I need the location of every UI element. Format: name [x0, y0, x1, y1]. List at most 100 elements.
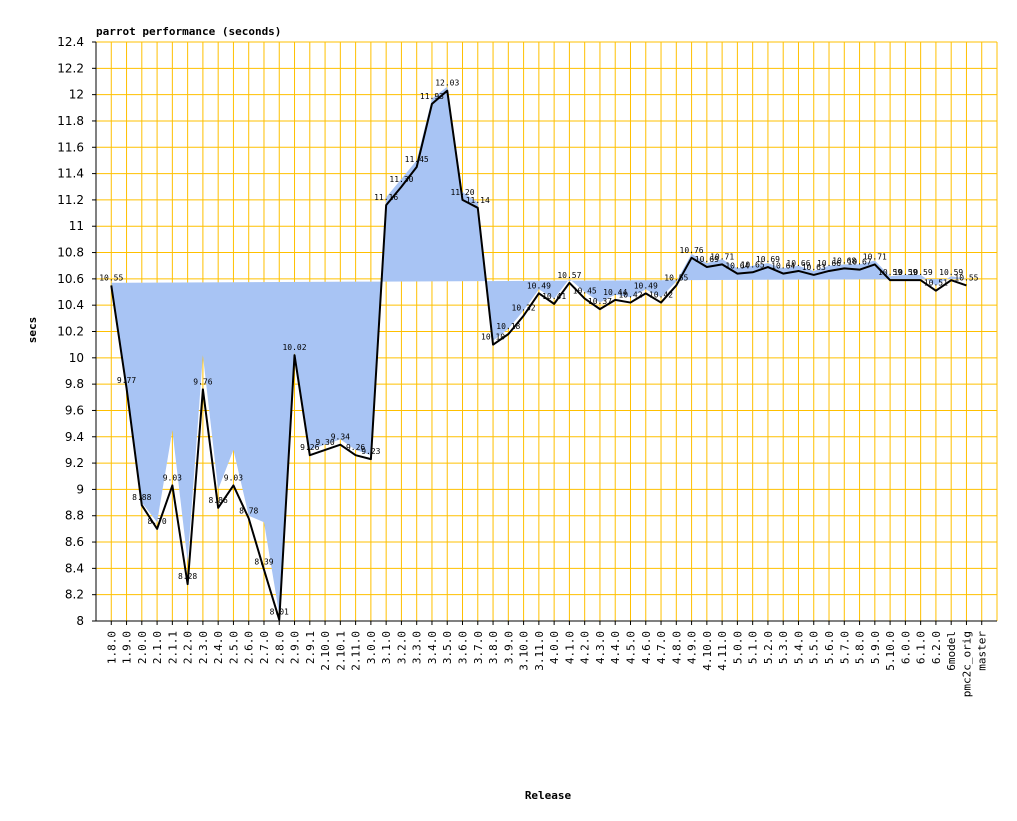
x-tick-label: 6.2.0	[930, 631, 943, 664]
x-tick-label: 3.4.0	[426, 631, 439, 664]
y-tick-label: 12	[69, 88, 84, 102]
data-label: 10.59	[893, 268, 917, 277]
x-tick-label: 2.0.0	[136, 631, 149, 664]
x-tick-label: 2.6.0	[243, 631, 256, 664]
data-label: 10.64	[725, 262, 749, 271]
y-tick-label: 8.4	[65, 561, 84, 575]
y-tick-label: 8.8	[65, 509, 84, 523]
data-label: 8.78	[239, 506, 258, 515]
data-label: 10.37	[588, 297, 612, 306]
x-tick-label: 3.11.0	[533, 631, 546, 671]
x-tick-label: 5.9.0	[869, 631, 882, 664]
x-tick-label: 4.5.0	[624, 631, 637, 664]
y-tick-label: 11.8	[57, 114, 84, 128]
x-tick-label: 2.11.0	[350, 631, 363, 671]
data-label: 10.65	[741, 260, 765, 269]
data-label: 10.18	[496, 322, 520, 331]
data-label: 10.67	[848, 258, 872, 267]
data-labels: 10.55 9.77 8.88 8.70 9.03 8.28 9.76 8.86 9.03 8.7…	[99, 79, 978, 617]
x-tick-label: 5.8.0	[854, 631, 867, 664]
data-label: 10.69	[695, 255, 719, 264]
variance-band	[111, 86, 967, 615]
y-tick-label: 9.6	[65, 403, 84, 417]
x-tick-label: 3.9.0	[502, 631, 515, 664]
data-label: 10.42	[618, 291, 642, 300]
x-tick-label: 5.2.0	[762, 631, 775, 664]
x-tick-label: 5.10.0	[884, 631, 897, 671]
data-label: 10.64	[771, 262, 795, 271]
y-tick-label: 10.8	[57, 246, 84, 260]
x-tick-label: 3.2.0	[395, 631, 408, 664]
data-label: 11.93	[420, 92, 444, 101]
x-tick-label: 4.1.0	[563, 631, 576, 664]
x-tick-label: 5.3.0	[777, 631, 790, 664]
x-tick-label: 3.10.0	[518, 631, 531, 671]
x-tick-label: 5.0.0	[731, 631, 744, 664]
data-label: 10.55	[99, 273, 123, 282]
x-tick-label: 2.9.1	[304, 631, 317, 664]
data-label: 10.55	[954, 273, 978, 282]
data-label: 8.01	[270, 608, 289, 617]
x-tick-label: 3.6.0	[457, 631, 470, 664]
x-tick-label: 2.4.0	[212, 631, 225, 664]
y-tick-label: 11.2	[57, 193, 84, 207]
x-tick-label: 4.11.0	[716, 631, 729, 671]
y-tick-label: 12.2	[57, 61, 84, 75]
data-label: 9.03	[224, 473, 243, 482]
x-tick-label: 6.1.0	[915, 631, 928, 664]
y-tick-label: 9.4	[65, 430, 84, 444]
x-tick-label: 4.6.0	[640, 631, 653, 664]
data-label: 10.42	[649, 291, 673, 300]
data-label: 8.86	[209, 496, 228, 505]
data-label: 9.77	[117, 376, 136, 385]
series-polyline	[110, 89, 967, 621]
y-axis-title: secs	[26, 317, 39, 344]
x-tick-label: 2.7.0	[258, 631, 271, 664]
y-tick-label: 8.2	[65, 588, 84, 602]
variance-band-area	[111, 86, 967, 615]
data-label: 10.71	[710, 252, 734, 261]
data-label: 9.23	[361, 447, 380, 456]
data-label: 9.26	[346, 443, 365, 452]
x-tick-label: 1.9.0	[121, 631, 134, 664]
data-label: 8.28	[178, 572, 197, 581]
x-tick-label: 2.10.1	[334, 631, 347, 671]
data-label: 11.45	[405, 155, 429, 164]
y-tick-label: 10.2	[57, 325, 84, 339]
x-tick-label: 2.10.0	[319, 631, 332, 671]
y-tick-label: 12.4	[57, 35, 84, 49]
data-label: 10.59	[878, 268, 902, 277]
y-tick-label: 8	[76, 614, 84, 628]
data-label: 10.68	[832, 256, 856, 265]
data-label: 10.57	[557, 271, 581, 280]
data-label: 10.10	[481, 333, 505, 342]
x-tick-label: 5.7.0	[838, 631, 851, 664]
data-label: 10.59	[909, 268, 933, 277]
data-label: 9.76	[193, 377, 212, 386]
x-tick-label: 5.5.0	[808, 631, 821, 664]
x-tick-label: 3.1.0	[380, 631, 393, 664]
data-label: 10.32	[512, 304, 536, 313]
data-label: 10.51	[924, 279, 948, 288]
x-tick-label: 4.7.0	[655, 631, 668, 664]
data-label: 10.45	[573, 287, 597, 296]
y-tick-label: 8.6	[65, 535, 84, 549]
data-label: 9.26	[300, 443, 319, 452]
data-label: 10.55	[664, 273, 688, 282]
x-tick-label: 3.7.0	[472, 631, 485, 664]
data-label: 10.49	[634, 281, 658, 290]
data-label: 10.59	[939, 268, 963, 277]
y-tick-label: 10.6	[57, 272, 84, 286]
y-tick-label: 11.6	[57, 140, 84, 154]
x-tick-label: pmc2c_orig	[960, 631, 973, 697]
y-axis-ticks: 8 8.2 8.4 8.6 8.8 9 9.2 9.4 9.6 9.8 10 10.2 10.4 10.6…	[57, 35, 96, 628]
x-axis-ticks: 1.8.0 1.9.0 2.0.0 2.1.0 2.1.1 2.2.0 2.3.0 2.4.0…	[105, 621, 989, 697]
x-tick-label: 2.2.0	[182, 631, 195, 664]
data-label: 9.34	[331, 433, 350, 442]
y-tick-label: 9	[76, 482, 84, 496]
x-tick-label: 3.0.0	[365, 631, 378, 664]
x-tick-label: 5.6.0	[823, 631, 836, 664]
x-axis-title: Release	[525, 789, 572, 802]
x-tick-label: 4.8.0	[670, 631, 683, 664]
